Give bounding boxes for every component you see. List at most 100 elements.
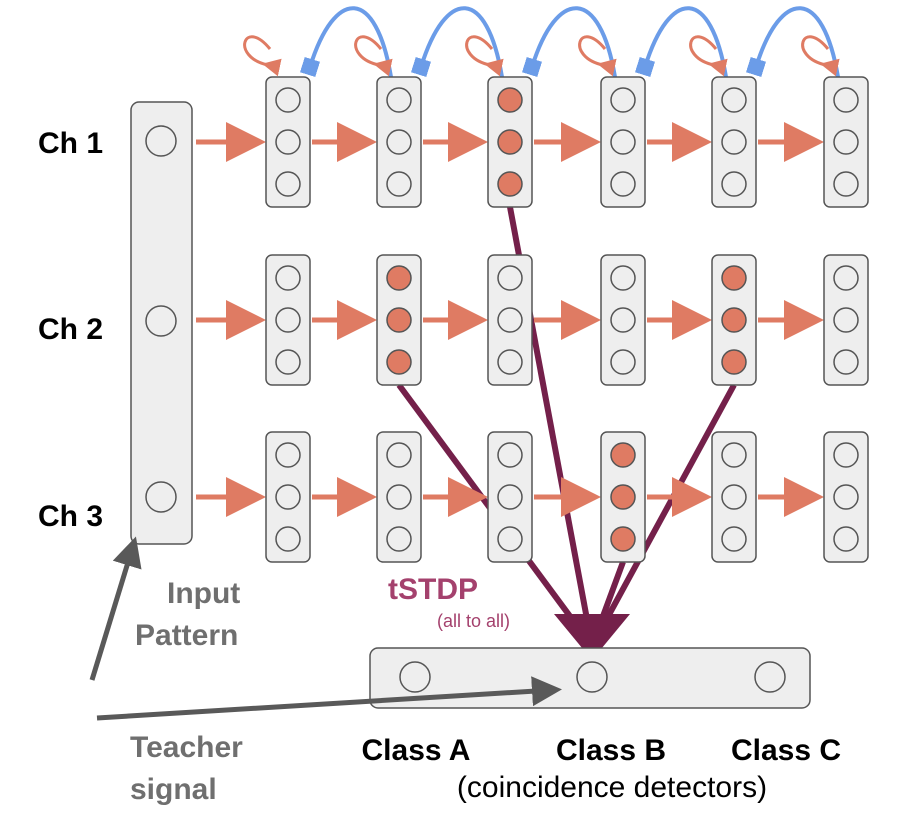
neuron-ch2-s4-u1 [610,265,636,291]
neuron-ch1-s1-u1 [275,87,301,113]
neuron-ch2-s1-u1 [275,265,301,291]
neuron-ch2-s2-u2 [386,307,412,333]
neuron-ch1-s6-u1 [833,87,859,113]
neuron-group-ch1-s3 [487,76,533,208]
input-unit-2 [145,305,177,337]
recurrent-arrow-s3-to-s2 [410,6,504,78]
channel-label-1: Ch 1 [38,127,103,160]
self-loop-s1 [243,35,282,77]
neuron-ch1-s2-u3 [386,171,412,197]
neuron-group-ch2-s2 [376,254,422,386]
neuron-group-ch2-s3 [487,254,533,386]
neuron-ch3-s4-u1 [610,442,636,468]
neuron-group-ch2-s5 [711,254,757,386]
recurrent-connections [243,6,840,78]
neuron-ch1-s1-u2 [275,129,301,155]
neuron-ch3-s5-u2 [721,484,747,510]
teacher-label-line2: signal [130,773,217,806]
tstdp-sublabel: (all to all) [437,611,510,631]
teacher-signal-arrow [96,676,562,721]
feedforward-connections [196,122,824,517]
self-loop-s3 [465,35,504,77]
class-a-unit [399,661,431,693]
recurrent-arrow-s6-to-s5 [745,6,840,78]
input-pattern-column [130,101,193,545]
neuron-ch1-s3-u3 [497,171,523,197]
class-c-label: Class C [731,734,841,767]
input-unit-3 [145,481,177,513]
input-pattern-label-line2: Pattern [135,619,238,652]
neuron-ch1-s6-u3 [833,171,859,197]
neuron-ch3-s2-u2 [386,484,412,510]
recurrent-arrow-s4-to-s3 [521,6,617,78]
neuron-ch2-s2-u3 [386,349,412,375]
class-b-label: Class B [556,734,666,767]
neuron-ch1-s3-u2 [497,129,523,155]
neuron-ch3-s3-u3 [497,526,523,552]
neuron-ch3-s4-u3 [610,526,636,552]
channel-label-3: Ch 3 [38,500,103,533]
neuron-group-ch1-s5 [711,76,757,208]
teacher-label-line1: Teacher [130,731,243,764]
neuron-boxes [265,76,869,563]
neuron-ch3-s6-u1 [833,442,859,468]
neuron-ch2-s3-u1 [497,265,523,291]
neuron-group-ch3-s5 [711,431,757,563]
neuron-ch1-s5-u1 [721,87,747,113]
neuron-ch3-s1-u1 [275,442,301,468]
neuron-ch2-s6-u1 [833,265,859,291]
neuron-group-ch2-s1 [265,254,311,386]
class-b-unit [576,661,608,693]
neuron-group-ch3-s1 [265,431,311,563]
neuron-group-ch2-s6 [823,254,869,386]
neuron-ch3-s3-u1 [497,442,523,468]
tstdp-label: tSTDP [388,573,478,606]
neuron-ch1-s4-u1 [610,87,636,113]
neuron-ch1-s4-u2 [610,129,636,155]
input-pattern-arrow [89,536,142,681]
neuron-ch2-s6-u2 [833,307,859,333]
neuron-ch1-s5-u3 [721,171,747,197]
neuron-ch3-s1-u2 [275,484,301,510]
self-loop-s2 [354,35,393,77]
neuron-ch1-s4-u3 [610,171,636,197]
neuron-ch2-s2-u1 [386,265,412,291]
self-loop-s5 [689,35,728,77]
input-unit-1 [145,125,177,157]
class-a-label: Class A [362,734,471,767]
neuron-ch3-s5-u3 [721,526,747,552]
neuron-ch2-s4-u3 [610,349,636,375]
neuron-group-ch1-s2 [376,76,422,208]
tstdp-arrow-ch2-s5 [589,383,737,648]
neuron-group-ch2-s4 [600,254,646,386]
neuron-group-ch3-s2 [376,431,422,563]
neuron-group-ch1-s4 [600,76,646,208]
neuron-ch2-s6-u3 [833,349,859,375]
tstdp-arrowhead [554,614,630,660]
neuron-group-ch1-s1 [265,76,311,208]
neuron-ch3-s1-u3 [275,526,301,552]
neuron-ch3-s6-u2 [833,484,859,510]
neuron-ch2-s1-u3 [275,349,301,375]
neuron-ch2-s1-u2 [275,307,301,333]
teacher-arrows [89,536,562,721]
neuron-group-ch3-s4 [600,431,646,563]
neuron-ch3-s3-u2 [497,484,523,510]
neuron-group-ch1-s6 [823,76,869,208]
neuron-ch1-s6-u2 [833,129,859,155]
neuron-ch2-s5-u1 [721,265,747,291]
neuron-ch3-s2-u3 [386,526,412,552]
classes-caption: (coincidence detectors) [457,771,767,804]
recurrent-arrow-s2-to-s1 [299,6,393,78]
neuron-group-ch3-s3 [487,431,533,563]
neuron-ch3-s4-u2 [610,484,636,510]
neuron-ch2-s3-u3 [497,349,523,375]
self-loop-s4 [578,35,617,77]
neuron-ch1-s1-u3 [275,171,301,197]
neuron-ch3-s2-u1 [386,442,412,468]
neuron-ch2-s5-u2 [721,307,747,333]
neuron-ch1-s2-u2 [386,129,412,155]
neuron-ch1-s5-u2 [721,129,747,155]
neuron-ch1-s3-u1 [497,87,523,113]
